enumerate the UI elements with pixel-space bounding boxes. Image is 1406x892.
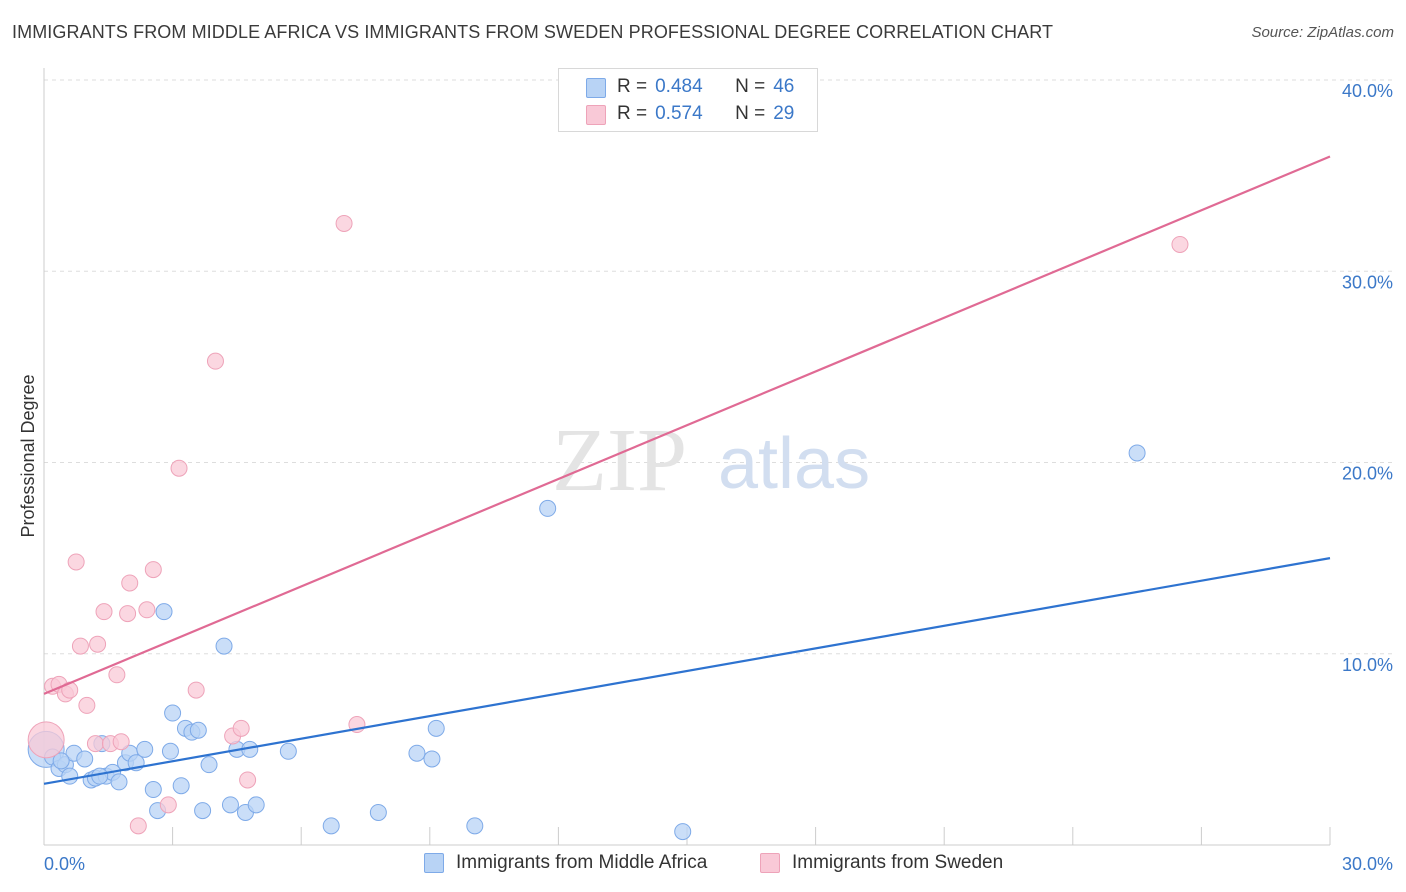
x-tick-label: 30.0% [1342, 854, 1393, 874]
y-axis-label: Professional Degree [18, 374, 38, 537]
y-tick-label: 10.0% [1342, 655, 1393, 675]
stats-legend: R = 0.484 N = 46 R = 0.574 N = 29 [558, 68, 818, 132]
data-point-sweden [129, 817, 147, 835]
data-point-middle-africa [194, 802, 212, 820]
legend-r-label: R = [617, 76, 648, 97]
data-point-middle-africa [221, 796, 239, 814]
trend-line-middle-africa [43, 557, 1331, 785]
legend-row-middle-africa: R = 0.484 N = 46 [617, 74, 794, 100]
data-point-middle-africa [322, 817, 340, 835]
data-point-middle-africa [144, 781, 162, 799]
data-point-sweden [239, 771, 257, 789]
data-point-sweden [86, 735, 104, 753]
legend-r-value: 0.574 [655, 103, 703, 124]
data-point-middle-africa [164, 704, 182, 722]
data-point-middle-africa [136, 740, 154, 758]
data-point-sweden [138, 601, 156, 619]
data-point-sweden [27, 721, 65, 759]
data-point-sweden [1171, 235, 1189, 253]
y-tick-label: 30.0% [1342, 272, 1393, 292]
legend-label-sweden: Immigrants from Sweden [792, 852, 1004, 873]
data-point-sweden [335, 214, 353, 232]
legend-n-value: 46 [773, 76, 795, 97]
data-point-sweden [144, 561, 162, 579]
legend-n-label: N = [735, 103, 766, 124]
tick-labels: 10.0% 20.0% 30.0% 40.0% 0.0% 30.0% [44, 81, 1393, 874]
legend-r-value: 0.484 [655, 76, 703, 97]
data-point-middle-africa [466, 817, 484, 835]
data-point-sweden [89, 635, 107, 653]
gridlines [44, 79, 1395, 655]
data-point-middle-africa [427, 719, 445, 737]
data-point-sweden [78, 696, 96, 714]
legend-item-middle-africa[interactable]: Immigrants from Middle Africa [424, 852, 707, 874]
data-point-middle-africa [161, 742, 179, 760]
data-point-middle-africa [1128, 444, 1146, 462]
trend-lines [43, 155, 1331, 785]
y-tick-label: 40.0% [1342, 81, 1393, 101]
data-point-middle-africa [279, 742, 297, 760]
data-point-sweden [112, 733, 130, 751]
data-point-middle-africa [52, 752, 70, 770]
watermark-atlas: atlas [718, 424, 870, 504]
data-point-middle-africa [91, 767, 109, 785]
data-point-sweden [108, 666, 126, 684]
chart-title: IMMIGRANTS FROM MIDDLE AFRICA VS IMMIGRA… [12, 22, 1054, 42]
data-point-middle-africa [61, 767, 79, 785]
data-point-middle-africa [408, 744, 426, 762]
data-point-middle-africa [172, 777, 190, 795]
data-point-middle-africa [200, 756, 218, 774]
trend-line-sweden [43, 155, 1331, 695]
series-sweden-points [27, 214, 1189, 835]
legend-swatch-pink [586, 105, 606, 125]
legend-n-label: N = [735, 76, 766, 97]
data-point-sweden [67, 553, 85, 571]
data-point-sweden [119, 605, 137, 623]
data-point-middle-africa [215, 637, 233, 655]
legend-swatch-blue [586, 78, 606, 98]
data-point-middle-africa [155, 603, 173, 621]
data-point-sweden [121, 574, 139, 592]
data-point-sweden [159, 796, 177, 814]
watermark-zip: ZIP [552, 411, 687, 510]
data-point-sweden [71, 637, 89, 655]
data-point-sweden [95, 603, 113, 621]
legend-swatch-pink [760, 853, 780, 873]
legend-r-label: R = [617, 103, 648, 124]
legend-n-value: 29 [773, 103, 795, 124]
watermark: ZIP atlas [552, 411, 870, 510]
data-point-sweden [187, 681, 205, 699]
data-point-middle-africa [539, 499, 557, 517]
data-point-middle-africa [189, 721, 207, 739]
data-point-middle-africa [423, 750, 441, 768]
source-credit: Source: ZipAtlas.com [1251, 24, 1394, 41]
legend-item-sweden[interactable]: Immigrants from Sweden [760, 852, 1003, 874]
data-point-middle-africa [247, 796, 265, 814]
x-tick-label: 0.0% [44, 854, 85, 874]
data-point-middle-africa [674, 823, 692, 841]
legend-swatch-blue [424, 853, 444, 873]
data-point-middle-africa [76, 750, 94, 768]
data-point-sweden [206, 352, 224, 370]
data-point-middle-africa [369, 803, 387, 821]
y-tick-label: 20.0% [1342, 464, 1393, 484]
data-point-middle-africa [110, 773, 128, 791]
axes [43, 68, 1331, 846]
data-point-sweden [232, 719, 250, 737]
legend-row-sweden: R = 0.574 N = 29 [617, 101, 794, 127]
legend-label-middle-africa: Immigrants from Middle Africa [456, 852, 708, 873]
data-point-sweden [170, 459, 188, 477]
